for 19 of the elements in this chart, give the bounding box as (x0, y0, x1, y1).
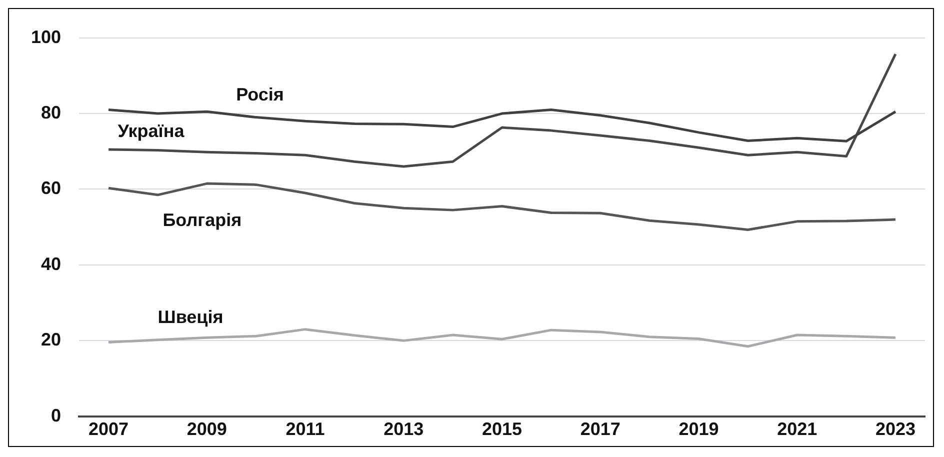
x-tick-label: 2009 (186, 419, 227, 440)
x-tick-label: 2019 (678, 419, 719, 440)
y-tick-label: 40 (41, 254, 62, 274)
x-tick-label: 2017 (580, 419, 620, 440)
series-label: Росія (236, 84, 284, 104)
x-tick-label: 2021 (777, 419, 818, 440)
x-tick-label: 2015 (482, 419, 522, 440)
y-tick-label: 60 (41, 178, 62, 198)
x-tick-label: 2011 (286, 419, 325, 440)
x-tick-label: 2023 (875, 419, 916, 440)
y-tick-label: 20 (41, 330, 62, 350)
series-label: Україна (118, 121, 186, 142)
y-tick-label: 0 (51, 405, 62, 426)
x-tick-label: 2007 (88, 419, 129, 440)
x-tick-label: 2013 (384, 419, 424, 440)
series-label: Болгарія (162, 210, 242, 230)
y-tick-label: 80 (41, 102, 62, 122)
y-tick-label: 100 (30, 26, 62, 47)
series-label: Швеція (158, 306, 224, 327)
